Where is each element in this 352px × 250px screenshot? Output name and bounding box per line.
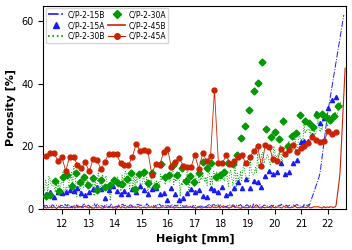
Legend: C/P-2-15B, C/P-2-15A, C/P-2-30B, C/P-2-30A, C/P-2-45B, C/P-2-45A: C/P-2-15B, C/P-2-15A, C/P-2-30B, C/P-2-3… — [46, 8, 168, 43]
X-axis label: Height [mm]: Height [mm] — [156, 234, 234, 244]
Y-axis label: Porosity [%]: Porosity [%] — [6, 69, 16, 146]
